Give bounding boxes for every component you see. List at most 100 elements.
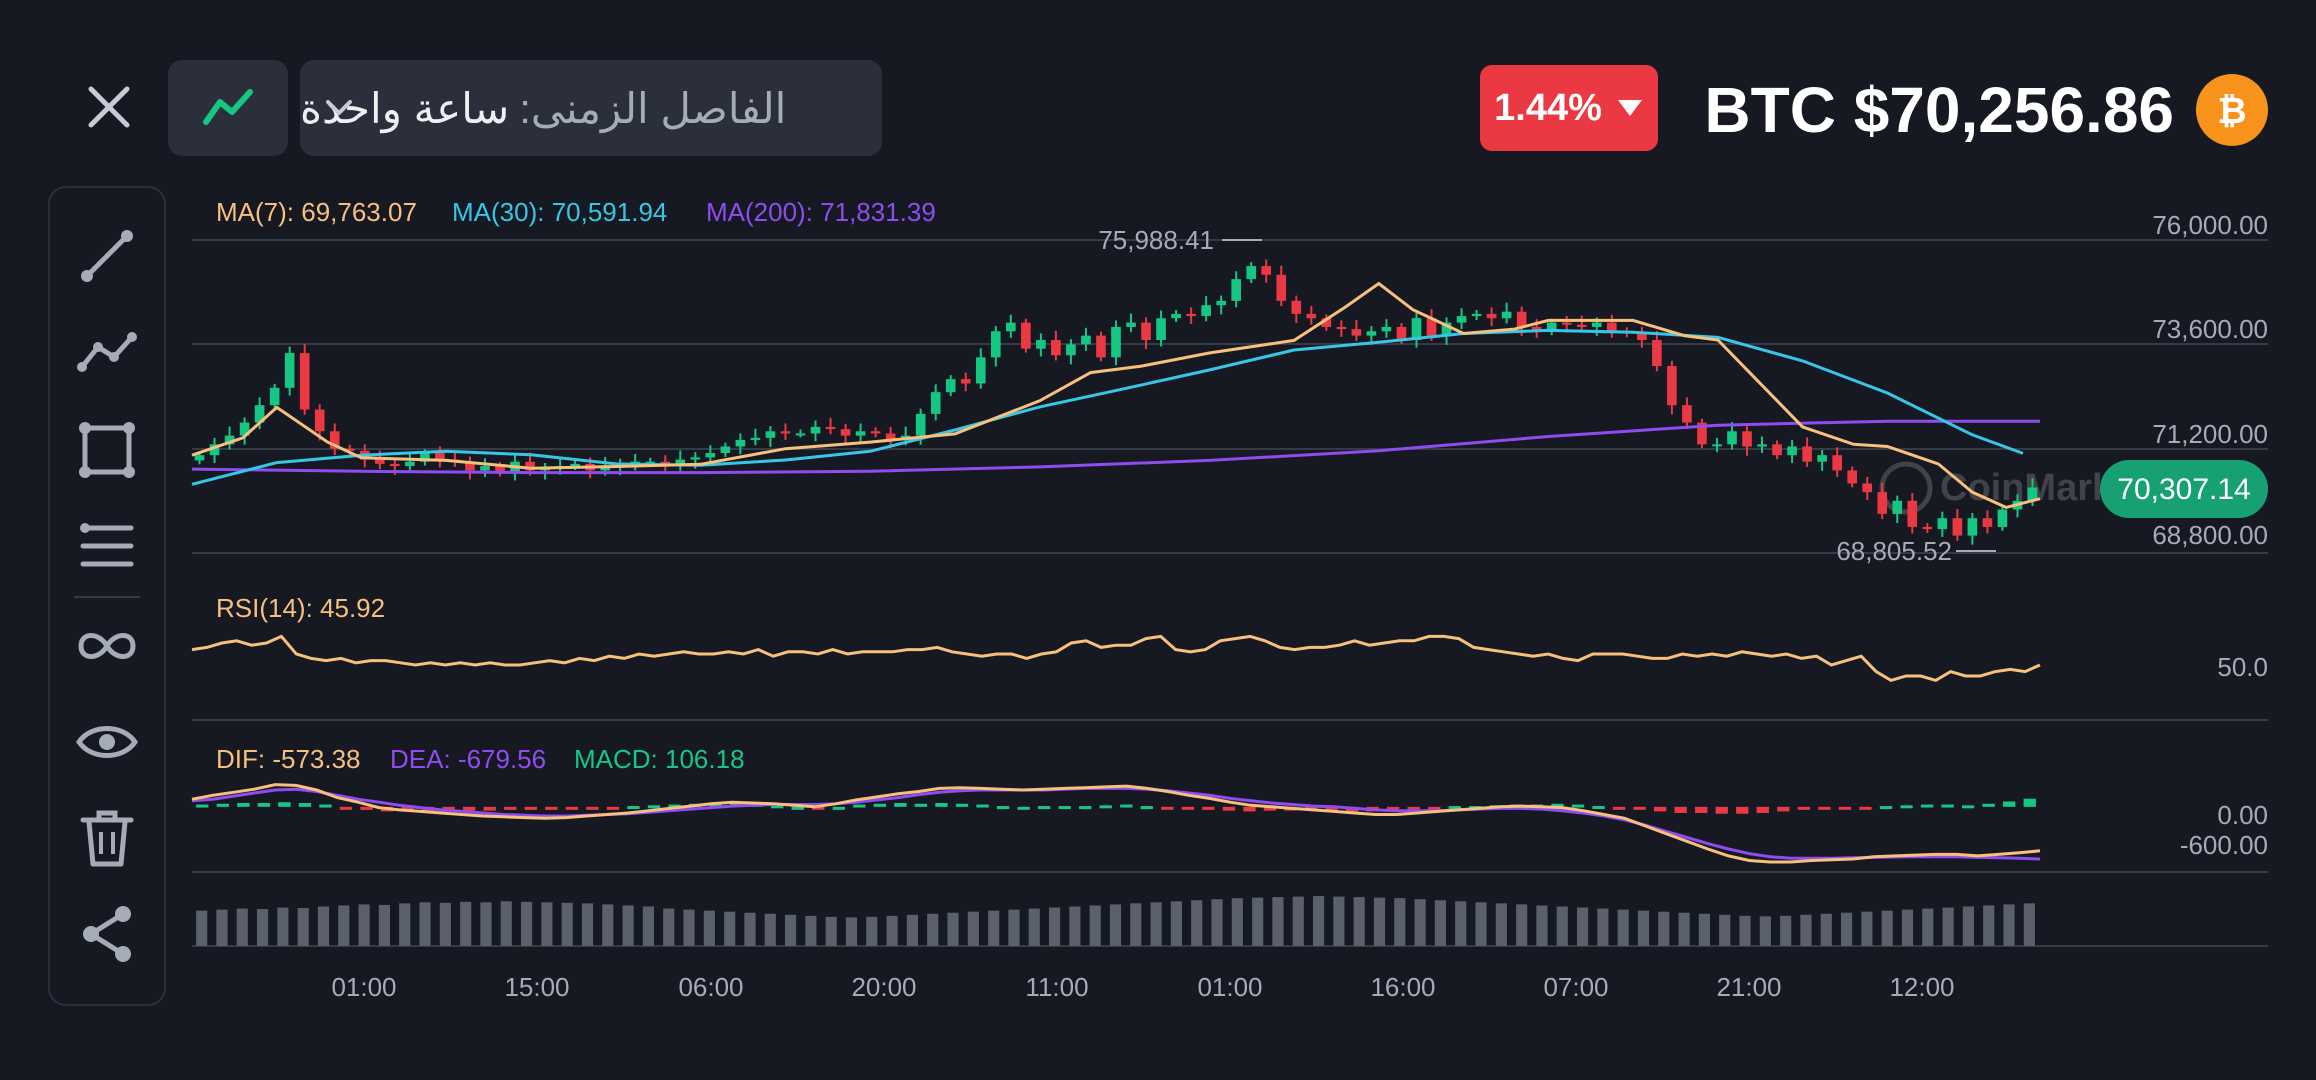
visibility-tool[interactable] bbox=[50, 702, 164, 782]
macd-bar bbox=[1633, 806, 1646, 810]
candle bbox=[1486, 307, 1497, 327]
candle bbox=[1847, 466, 1858, 488]
macd-bar bbox=[216, 803, 229, 807]
ma30-legend: MA(30): 70,591.94 bbox=[452, 197, 667, 227]
volume-bar bbox=[378, 904, 390, 946]
macd-bar bbox=[1715, 806, 1728, 814]
volume-bar bbox=[1516, 904, 1528, 946]
volume-bar bbox=[988, 910, 1000, 946]
fibonacci-tool[interactable] bbox=[50, 506, 164, 586]
macd-bar bbox=[976, 804, 989, 808]
macd-bar bbox=[1222, 806, 1236, 811]
share-tool[interactable] bbox=[50, 894, 164, 974]
volume-bar bbox=[967, 911, 979, 946]
candle bbox=[630, 453, 641, 471]
close-button[interactable] bbox=[80, 78, 138, 136]
infinity-icon bbox=[78, 633, 136, 659]
volume-bar bbox=[317, 906, 330, 946]
interval-select[interactable]: الفاصل الزمنى: ساعة واحدة bbox=[300, 60, 882, 156]
volume-bar bbox=[358, 904, 370, 946]
candle bbox=[795, 429, 806, 438]
macd-axis-label: -600.00 bbox=[2180, 830, 2268, 860]
candle bbox=[990, 326, 1001, 367]
macd-bar bbox=[196, 804, 209, 808]
volume-bar bbox=[399, 903, 411, 946]
candle bbox=[1606, 314, 1617, 338]
macd-legend: DIF: -573.38 DEA: -679.56 MACD: 106.18 bbox=[216, 744, 745, 774]
macd-bar bbox=[1202, 806, 1215, 810]
time-tick-label: 15:00 bbox=[504, 972, 569, 1002]
ma200-line bbox=[191, 419, 2040, 475]
polyline-tool[interactable] bbox=[50, 312, 164, 392]
ma30-line bbox=[191, 328, 2024, 486]
high-price-marker: 75,988.41 bbox=[1098, 225, 1262, 255]
volume-bar bbox=[642, 906, 654, 946]
svg-text:₿: ₿ bbox=[2217, 91, 2246, 132]
macd-axis-label: 0.00 bbox=[2217, 800, 2268, 830]
down-arrow-icon bbox=[1617, 100, 1642, 116]
macd-bar bbox=[1263, 806, 1277, 811]
current-price-badge: 70,307.14 bbox=[2100, 460, 2268, 518]
volume-bar bbox=[1698, 913, 1710, 946]
volume-bar bbox=[439, 902, 451, 946]
volume-bar bbox=[784, 914, 797, 946]
macd-bar bbox=[1777, 806, 1790, 812]
volume-bar bbox=[1536, 905, 1548, 946]
trend-line-tool[interactable] bbox=[50, 216, 164, 296]
candle bbox=[405, 453, 415, 473]
macd-bar bbox=[1448, 806, 1461, 810]
macd-bar bbox=[1674, 806, 1687, 813]
rectangle-tool[interactable] bbox=[50, 410, 164, 490]
candle bbox=[1066, 339, 1076, 365]
candle bbox=[1501, 302, 1512, 324]
price-change-value: 1.44% bbox=[1494, 86, 1602, 129]
close-icon bbox=[88, 86, 130, 128]
ma200-legend: MA(200): 71,831.39 bbox=[706, 197, 936, 227]
delete-tool[interactable] bbox=[50, 798, 164, 878]
rsi-legend: RSI(14): 45.92 bbox=[216, 593, 385, 623]
candle bbox=[1276, 265, 1287, 307]
time-tick-label: 07:00 bbox=[1543, 972, 1608, 1002]
volume-bar bbox=[927, 913, 939, 946]
candles bbox=[194, 259, 2038, 545]
volume-bar bbox=[277, 907, 289, 946]
volume-bar bbox=[744, 912, 756, 946]
volume-bar bbox=[1983, 905, 1995, 946]
candle bbox=[1291, 295, 1302, 324]
macd-bar bbox=[1756, 806, 1769, 813]
candle bbox=[1441, 317, 1452, 345]
candle bbox=[1817, 449, 1827, 471]
macd-bar bbox=[2003, 801, 2016, 807]
candle bbox=[810, 420, 821, 442]
candle bbox=[1261, 259, 1272, 283]
chart-type-button[interactable] bbox=[168, 60, 288, 156]
chevron-down-icon bbox=[326, 100, 352, 115]
volume-bar bbox=[906, 914, 918, 946]
candle bbox=[1967, 513, 1978, 545]
macd-bar bbox=[1428, 806, 1441, 810]
interval-label: الفاصل الزمنى: bbox=[519, 84, 787, 132]
candle bbox=[1156, 310, 1166, 347]
candle bbox=[720, 442, 731, 457]
macd-bar bbox=[791, 806, 804, 810]
indicators-tool[interactable] bbox=[50, 606, 164, 686]
macd-bar bbox=[565, 806, 579, 810]
svg-text:70,307.14: 70,307.14 bbox=[2117, 473, 2250, 506]
candle bbox=[945, 375, 956, 397]
rsi-line bbox=[191, 634, 2041, 683]
rectangle-tool-icon bbox=[79, 422, 135, 478]
bitcoin-logo-icon: ₿ bbox=[2196, 74, 2268, 146]
candle bbox=[1096, 331, 1106, 362]
volume-bar bbox=[581, 903, 594, 946]
volume-bar bbox=[886, 915, 898, 946]
candle bbox=[1126, 313, 1136, 333]
macd-bar bbox=[1099, 805, 1112, 809]
candle bbox=[1051, 330, 1061, 361]
candle bbox=[1637, 326, 1647, 348]
volume-bar bbox=[1556, 906, 1568, 946]
macd-bar bbox=[1961, 805, 1975, 809]
volume-bar bbox=[2023, 903, 2035, 946]
candle bbox=[705, 445, 716, 464]
candle bbox=[1456, 308, 1467, 330]
